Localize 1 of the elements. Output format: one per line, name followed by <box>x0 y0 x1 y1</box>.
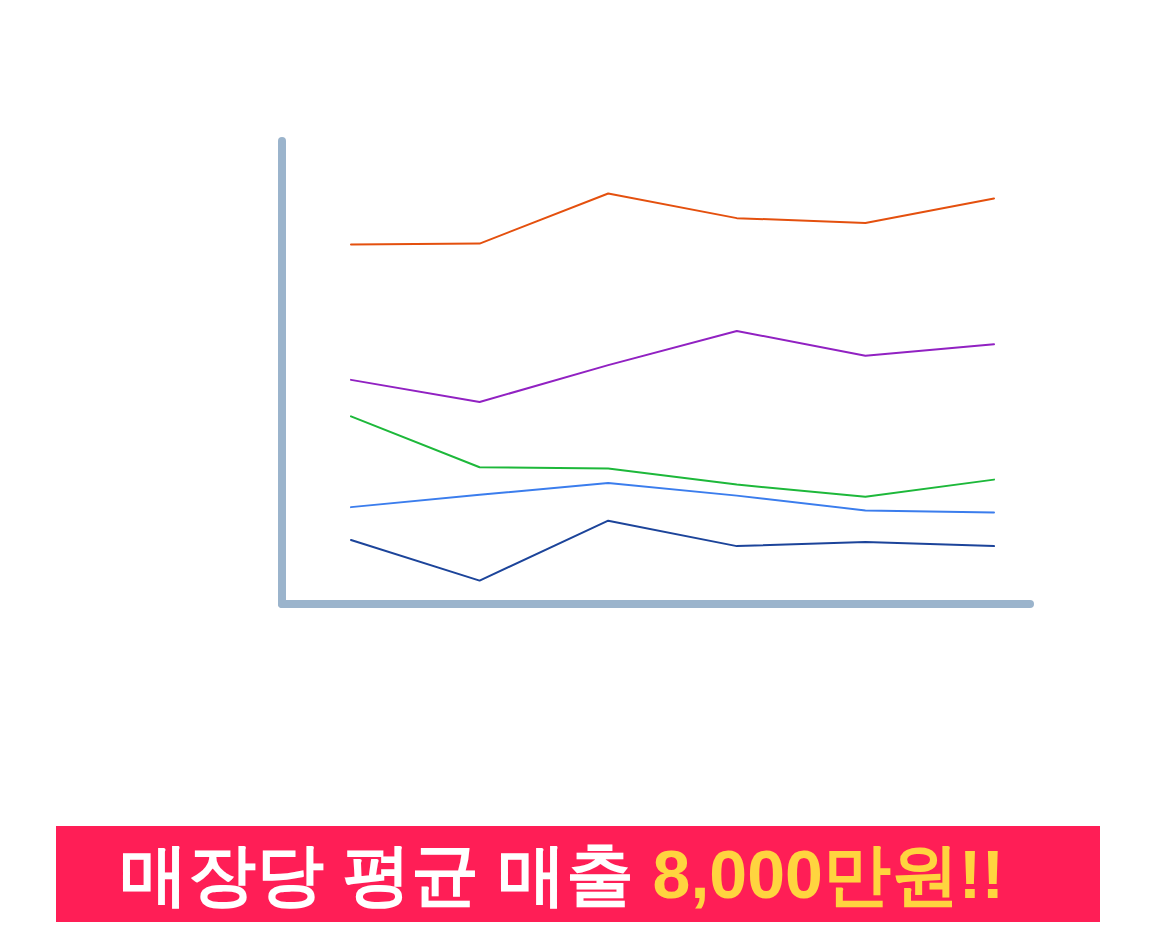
title: 매장당 평균 매출 8,000만원!! <box>119 836 1005 912</box>
